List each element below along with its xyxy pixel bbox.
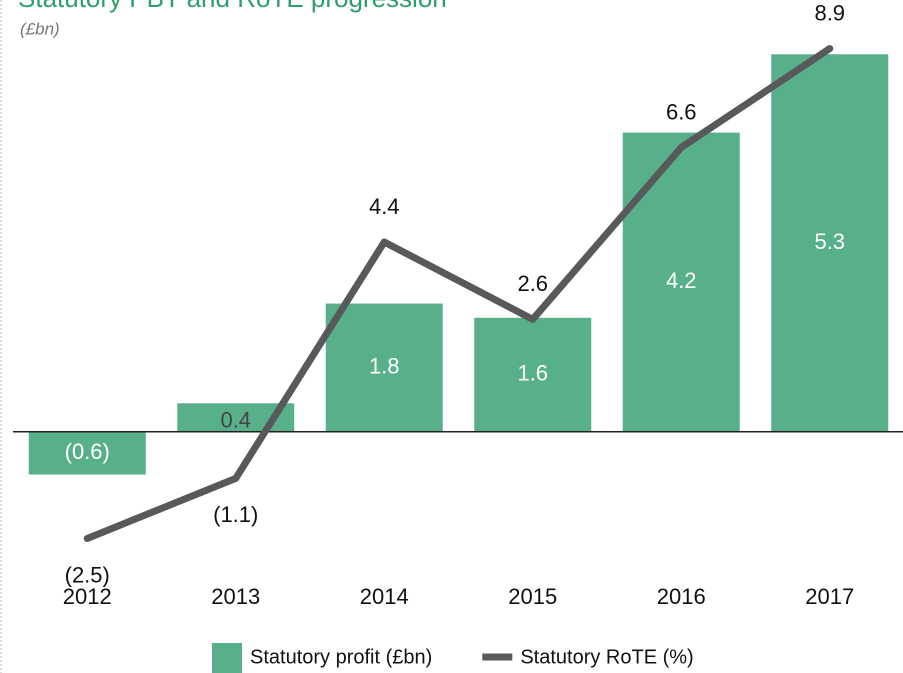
- line-value-label: (1.1): [213, 502, 258, 527]
- bar-value-label: 1.8: [369, 353, 400, 378]
- bar-value-label: 5.3: [814, 229, 845, 254]
- line-series: [83, 45, 834, 543]
- x-tick-label: 2012: [63, 584, 112, 609]
- legend-label: Statutory profit (£bn): [250, 646, 432, 668]
- bar-value-label: (0.6): [65, 439, 110, 464]
- bar: [325, 303, 443, 432]
- line-value-label: 2.6: [517, 271, 548, 296]
- bar: [622, 132, 740, 432]
- line-value-label: 8.9: [814, 0, 845, 25]
- bar-value-label: 4.2: [666, 268, 697, 293]
- bar: [771, 54, 889, 432]
- legend-label: Statutory RoTE (%): [520, 646, 693, 668]
- line-value-label: (2.5): [65, 562, 110, 587]
- x-tick-label: 2015: [508, 584, 557, 609]
- x-tick-label: 2017: [805, 584, 854, 609]
- bar: [28, 431, 146, 475]
- x-tick-label: 2016: [657, 584, 706, 609]
- legend-swatch: [212, 643, 242, 673]
- x-tick-label: 2013: [211, 584, 260, 609]
- chart-title: Statutory PBT and RoTE progression: [18, 0, 447, 13]
- bar-value-label: 0.4: [220, 407, 251, 432]
- bar: [474, 317, 592, 432]
- chart-subtitle: (£bn): [20, 19, 60, 38]
- line-value-label: 4.4: [369, 194, 400, 219]
- bar-value-label: 1.6: [517, 361, 548, 386]
- line-value-label: 6.6: [666, 99, 697, 124]
- x-tick-label: 2014: [360, 584, 409, 609]
